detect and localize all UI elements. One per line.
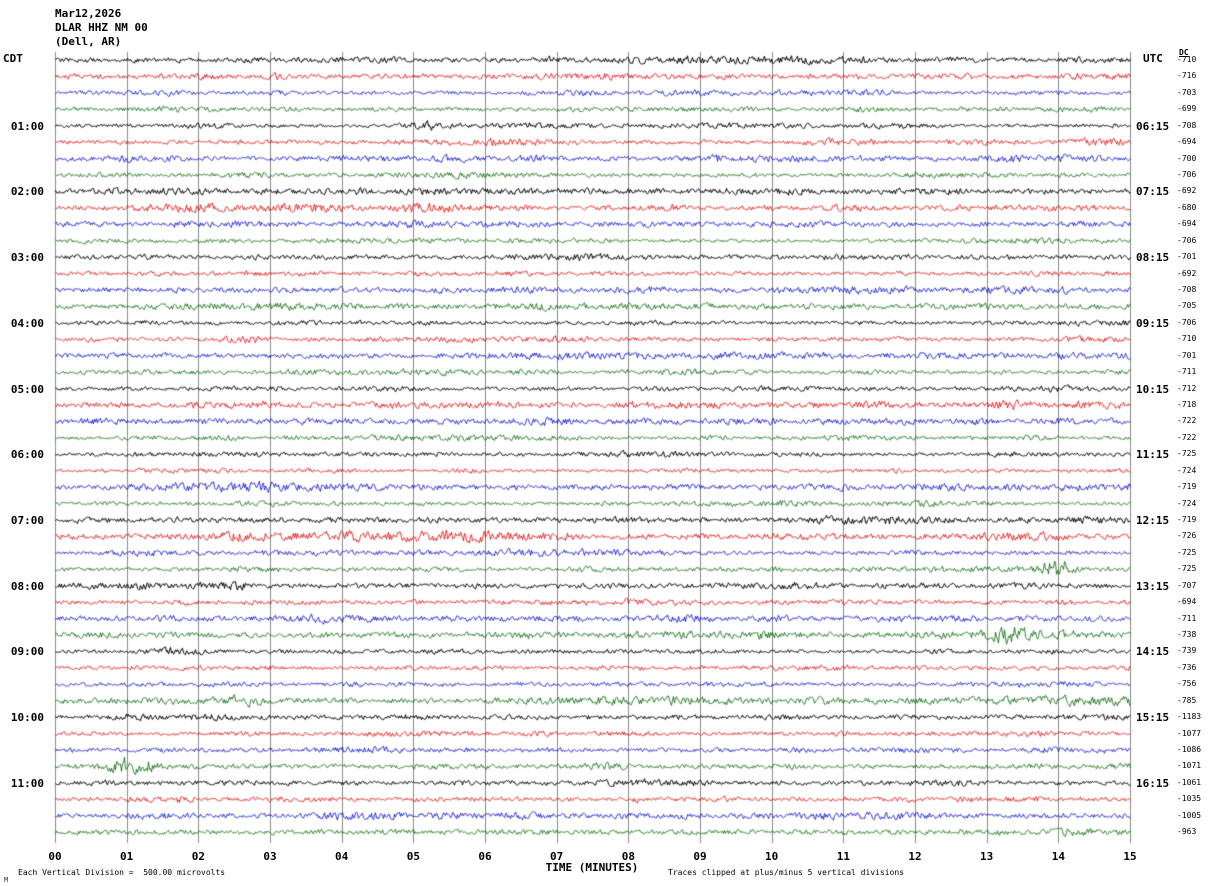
dc-value: -725 [1177, 449, 1197, 459]
dc-value: -722 [1177, 432, 1197, 442]
dc-value: -705 [1177, 301, 1197, 311]
dc-value: -719 [1177, 515, 1197, 525]
dc-value: -756 [1177, 679, 1197, 689]
clip-note: Traces clipped at plus/minus 5 vertical … [668, 868, 905, 877]
right-timezone-label: UTC [1143, 52, 1163, 65]
dc-value: -738 [1177, 630, 1197, 640]
dc-value: -701 [1177, 252, 1197, 262]
x-axis-tick: 10 [765, 850, 779, 863]
dc-value: -1071 [1177, 761, 1202, 771]
right-time-label: 06:15 [1136, 119, 1170, 133]
right-time-label: 14:15 [1136, 645, 1170, 659]
right-time-label: 12:15 [1136, 514, 1170, 528]
dc-value: -1086 [1177, 745, 1202, 755]
left-time-label: 08:00 [10, 579, 44, 593]
dc-value: -711 [1177, 367, 1197, 377]
x-axis-tick: 05 [406, 850, 420, 863]
left-time-label: 09:00 [10, 645, 44, 659]
x-axis-tick: 09 [693, 850, 707, 863]
dc-value: -703 [1177, 87, 1197, 97]
dc-value: -712 [1177, 383, 1197, 393]
dc-value: -710 [1177, 55, 1197, 64]
x-axis-tick: 07 [550, 850, 564, 863]
dc-value: -680 [1177, 202, 1197, 212]
right-time-label: 13:15 [1136, 579, 1170, 593]
dc-column-header: DC [1179, 48, 1189, 57]
dc-value: -699 [1177, 104, 1197, 114]
right-time-label: 10:15 [1136, 382, 1170, 396]
dc-value: -963 [1177, 827, 1197, 837]
dc-value: -725 [1177, 564, 1197, 574]
dc-value: -719 [1177, 482, 1197, 492]
left-time-label: 03:00 [10, 251, 44, 265]
x-axis-tick: 01 [120, 850, 134, 863]
dc-value: -707 [1177, 580, 1197, 590]
dc-value: -726 [1177, 531, 1197, 541]
left-time-label: 02:00 [10, 185, 44, 199]
dc-value: -692 [1177, 268, 1197, 278]
date-line: Mar12,2026 [55, 7, 122, 20]
x-axis-tick: 11 [836, 850, 850, 863]
left-time-label: 07:00 [10, 514, 44, 528]
dc-value: -1077 [1177, 728, 1202, 738]
dc-value: -711 [1177, 613, 1197, 623]
right-time-label: 15:15 [1136, 711, 1170, 725]
left-time-label: 10:00 [10, 711, 44, 725]
dc-value: -722 [1177, 416, 1197, 426]
dc-value: -1035 [1177, 794, 1202, 804]
dc-value: -706 [1177, 170, 1197, 179]
x-axis-tick: 06 [478, 850, 492, 863]
dc-value: -706 [1177, 317, 1197, 327]
right-time-label: 09:15 [1136, 316, 1170, 330]
left-time-label: 04:00 [10, 316, 44, 330]
dc-value: -716 [1177, 71, 1197, 81]
dc-value: -1005 [1177, 810, 1202, 820]
dc-value: -785 [1177, 695, 1197, 705]
x-axis-tick: 03 [263, 850, 277, 863]
dc-value: -710 [1177, 334, 1197, 344]
dc-value: -1061 [1177, 777, 1202, 787]
dc-value: -694 [1177, 137, 1197, 147]
left-timezone-label: CDT [3, 52, 23, 65]
left-time-label: 06:00 [10, 448, 44, 462]
x-axis-tick: 15 [1123, 850, 1137, 863]
dc-value: -1183 [1177, 712, 1202, 722]
x-axis-tick: 00 [48, 850, 62, 863]
x-axis-tick: 14 [1051, 850, 1065, 863]
dc-value: -694 [1177, 597, 1197, 607]
dc-value: -724 [1177, 465, 1197, 475]
dc-value: -701 [1177, 350, 1197, 360]
location-line: (Dell, AR) [55, 35, 122, 48]
station-line: DLAR HHZ NM 00 [55, 21, 148, 34]
dc-value: -725 [1177, 547, 1197, 557]
right-time-label: 16:15 [1136, 776, 1170, 790]
corner-mark: M [4, 876, 9, 884]
dc-value: -718 [1177, 400, 1197, 410]
dc-value: -739 [1177, 646, 1197, 656]
x-axis-title: TIME (MINUTES) [545, 861, 639, 874]
dc-value: -692 [1177, 186, 1197, 196]
dc-value: -736 [1177, 662, 1197, 672]
left-time-label: 01:00 [10, 119, 44, 133]
right-time-label: 11:15 [1136, 448, 1170, 462]
x-axis-tick: 08 [621, 850, 635, 863]
x-axis-tick: 02 [191, 850, 205, 863]
vertical-division-note: Each Vertical Division = 500.00 microvol… [18, 868, 226, 877]
right-time-label: 07:15 [1136, 185, 1170, 199]
right-time-label: 08:15 [1136, 251, 1170, 265]
dc-value: -724 [1177, 498, 1197, 508]
dc-value: -694 [1177, 219, 1197, 229]
dc-value: -700 [1177, 153, 1197, 163]
dc-value: -708 [1177, 285, 1197, 295]
left-time-label: 11:00 [10, 776, 44, 790]
x-axis-tick: 04 [335, 850, 349, 863]
left-time-label: 05:00 [10, 382, 44, 396]
dc-value: -706 [1177, 235, 1197, 245]
x-axis-tick: 13 [980, 850, 994, 863]
dc-value: -708 [1177, 120, 1197, 130]
x-axis-tick: 12 [908, 850, 922, 863]
